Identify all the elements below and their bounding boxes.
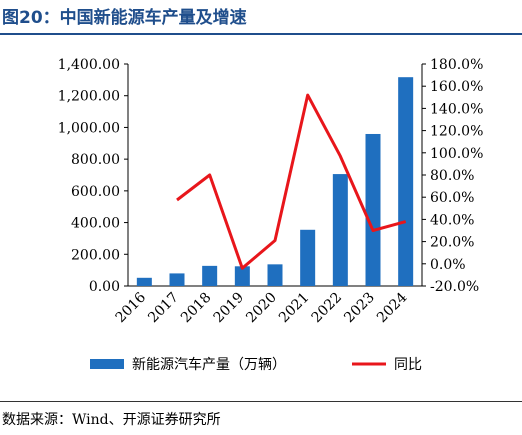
bar [365,133,381,286]
x-tick-label: 2024 [374,289,411,326]
right-tick-label: 0.0% [430,257,466,273]
left-tick-label: 200.00 [71,247,120,263]
title-divider [0,33,522,35]
right-tick-label: 60.0% [430,190,474,206]
bar [398,77,414,286]
x-tick-label: 2020 [243,290,280,327]
bar [136,277,152,286]
x-tick-label: 2017 [145,290,182,327]
bar [202,265,218,286]
chart: 0.00 200.00 400.00 600.00 800.00 1,000.00 1,20… [58,57,484,373]
right-tick-label: 160.0% [430,79,483,95]
left-tick-label: 1,400.00 [58,57,120,73]
x-tick-label: 2023 [341,290,378,327]
right-tick-label: 180.0% [430,57,483,73]
x-tick-label: 2022 [309,290,346,327]
right-tick-label: 80.0% [430,168,474,184]
bar [169,273,185,286]
source-divider [0,401,522,402]
source-note: 数据来源：Wind、开源证券研究所 [2,412,221,428]
right-tick-label: 120.0% [430,124,483,140]
left-tick-label: 400.00 [71,216,120,232]
legend-bar-label: 新能源汽车产量（万辆） [132,356,286,373]
right-tick-label: 100.0% [430,146,483,162]
right-tick-label: 40.0% [430,212,474,228]
bar [267,264,283,286]
growth-line [176,93,407,270]
figure-title: 图20：中国新能源车产量及增速 [2,8,247,28]
right-tick-label: -20.0% [430,279,479,295]
left-tick-label: 600.00 [71,184,120,200]
legend-bar-swatch [90,359,124,369]
bar [300,229,316,286]
right-tick-label: 20.0% [430,235,474,251]
bar [332,174,348,286]
left-tick-label: 1,200.00 [58,89,120,105]
left-tick-label: 1,000.00 [58,120,120,136]
x-tick-label: 2021 [276,290,313,327]
left-tick-label: 0.00 [89,279,120,295]
right-tick-label: 140.0% [430,101,483,117]
x-tick-label: 2019 [211,290,248,327]
legend-line-label: 同比 [394,357,422,373]
x-tick-label: 2018 [178,290,215,327]
left-tick-label: 800.00 [71,152,120,168]
bar [234,266,250,286]
